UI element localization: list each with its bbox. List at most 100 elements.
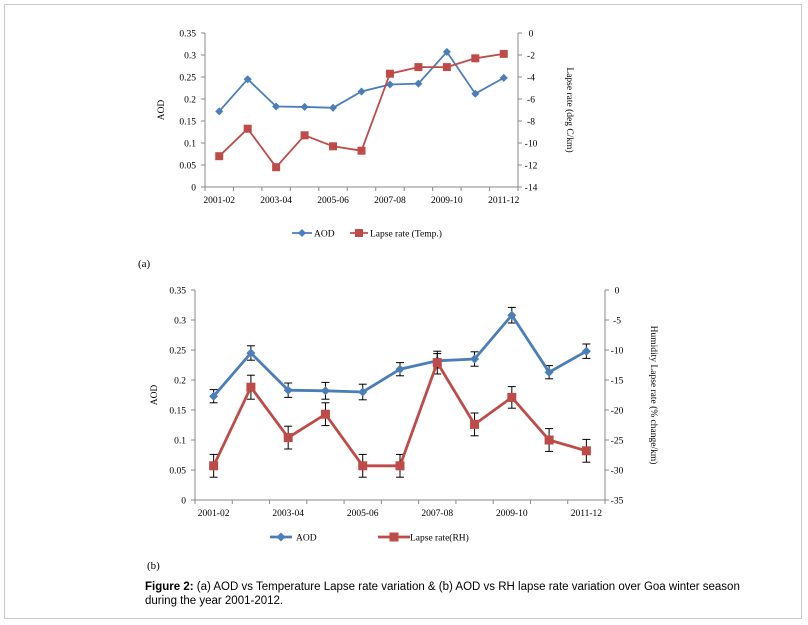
y-tick-label-right: -2: [527, 52, 535, 62]
data-point: [581, 346, 591, 356]
series-line: [212, 359, 587, 468]
data-point: [395, 461, 405, 471]
legend-marker: [276, 532, 286, 542]
y-tick-label-right: -10: [525, 140, 538, 150]
panel-label-a: (a): [138, 258, 151, 270]
y-tick-label-left: 0.2: [184, 96, 196, 106]
y-tick-label-right: -10: [611, 347, 624, 357]
data-point: [215, 152, 224, 161]
caption-label: Figure 2:: [145, 581, 194, 593]
y-tick-label-right: -4: [527, 74, 535, 84]
data-point: [272, 102, 281, 111]
chart-a: 0 0.05 0.1 0.15 0.2 0.25 0.3 0.35 0 -2 -4 -6 -8 -10 -1…: [157, 30, 575, 240]
data-point: [414, 63, 423, 72]
data-point: [272, 163, 281, 172]
legend-label: Lapse rate(RH): [410, 533, 469, 544]
y-axis-title-left: AOD: [150, 385, 160, 406]
data-point: [357, 146, 366, 155]
data-point: [243, 124, 252, 133]
y-tick-label-right: -14: [525, 184, 538, 194]
y-tick-label-left: 0.05: [169, 467, 186, 477]
data-point: [507, 310, 517, 320]
y-tick-label-right: -5: [613, 317, 621, 327]
y-tick-label-left: 0.3: [184, 52, 196, 62]
data-point: [320, 386, 330, 396]
series-aod: [215, 47, 508, 116]
y-tick-label-left: 0.1: [174, 437, 186, 447]
y-tick-label-right: -15: [611, 377, 624, 387]
y-tick-label-left: 0.15: [169, 407, 186, 417]
legend-marker: [298, 229, 306, 237]
y-tick-label-left: 0.35: [169, 287, 186, 297]
y-tick-label-left: 0.05: [179, 162, 196, 172]
data-point: [385, 80, 394, 89]
data-point: [300, 102, 309, 111]
legend-label: Lapse rate (Temp.): [370, 229, 442, 240]
data-point: [395, 364, 405, 374]
y-axis-title-right: Lapse rate (deg C/km): [564, 67, 575, 152]
series-aod: [209, 306, 591, 404]
x-tick-label: 2007-08: [374, 196, 406, 206]
y-tick-label-right: -12: [525, 162, 538, 172]
data-point: [544, 367, 554, 377]
figure-frame: [4, 4, 802, 619]
x-tick-label: 2011-12: [571, 509, 603, 519]
data-point: [300, 131, 309, 140]
data-point: [358, 461, 368, 471]
data-point: [329, 103, 338, 112]
data-point: [432, 358, 442, 368]
data-point: [246, 348, 256, 358]
y-tick-label-left: 0.1: [184, 140, 196, 150]
data-point: [385, 69, 394, 78]
legend-marker: [355, 229, 363, 237]
series-line: [218, 50, 505, 112]
figure-caption: Figure 2: (a) AOD vs Temperature Lapse r…: [145, 580, 745, 608]
y-tick-label-left: 0.15: [179, 118, 196, 128]
y-tick-label-left: 0.25: [179, 74, 196, 84]
x-tick-label: 2001-02: [203, 196, 235, 206]
y-tick-label-right: -35: [611, 497, 624, 507]
x-tick-label: 2007-08: [421, 509, 453, 519]
legend-label: AOD: [314, 230, 335, 240]
y-tick-label-left: 0.3: [174, 317, 186, 327]
data-point: [507, 392, 517, 402]
data-point: [499, 73, 508, 82]
data-point: [544, 435, 554, 445]
series-line: [212, 312, 588, 398]
y-tick-label-right: -6: [527, 96, 535, 106]
panel-label-b: (b): [147, 560, 160, 572]
y-axis-title-right: Humidity Lapse rate (% change/km): [648, 326, 659, 465]
legend-label: AOD: [296, 534, 317, 544]
data-point: [215, 107, 224, 116]
data-point: [442, 63, 451, 72]
x-tick-label: 2005-06: [347, 509, 379, 519]
data-point: [358, 387, 368, 397]
data-point: [209, 391, 219, 401]
data-point: [470, 354, 480, 364]
data-point: [414, 79, 423, 88]
data-point: [442, 47, 451, 56]
data-point: [581, 446, 591, 456]
data-point: [470, 419, 480, 429]
y-tick-label-right: -20: [611, 407, 624, 417]
y-tick-label-right: 0: [529, 30, 534, 40]
x-tick-label: 2001-02: [198, 509, 230, 519]
series-lapse-rate-rh-: [209, 350, 591, 478]
y-tick-label-right: -25: [611, 437, 624, 447]
x-tick-label: 2003-04: [260, 196, 292, 206]
y-tick-label-left: 0.25: [169, 347, 186, 357]
data-point: [246, 382, 256, 392]
y-tick-label-right: -8: [527, 118, 535, 128]
y-axis-title-left: AOD: [157, 100, 167, 121]
y-tick-label-left: 0: [191, 184, 196, 194]
y-tick-label-right: 0: [615, 287, 620, 297]
data-point: [283, 385, 293, 395]
data-point: [329, 142, 338, 151]
x-tick-label: 2009-10: [431, 196, 463, 206]
data-point: [357, 87, 366, 96]
data-point: [283, 433, 293, 443]
x-tick-label: 2011-12: [488, 196, 520, 206]
data-point: [471, 89, 480, 98]
x-tick-label: 2003-04: [272, 509, 304, 519]
